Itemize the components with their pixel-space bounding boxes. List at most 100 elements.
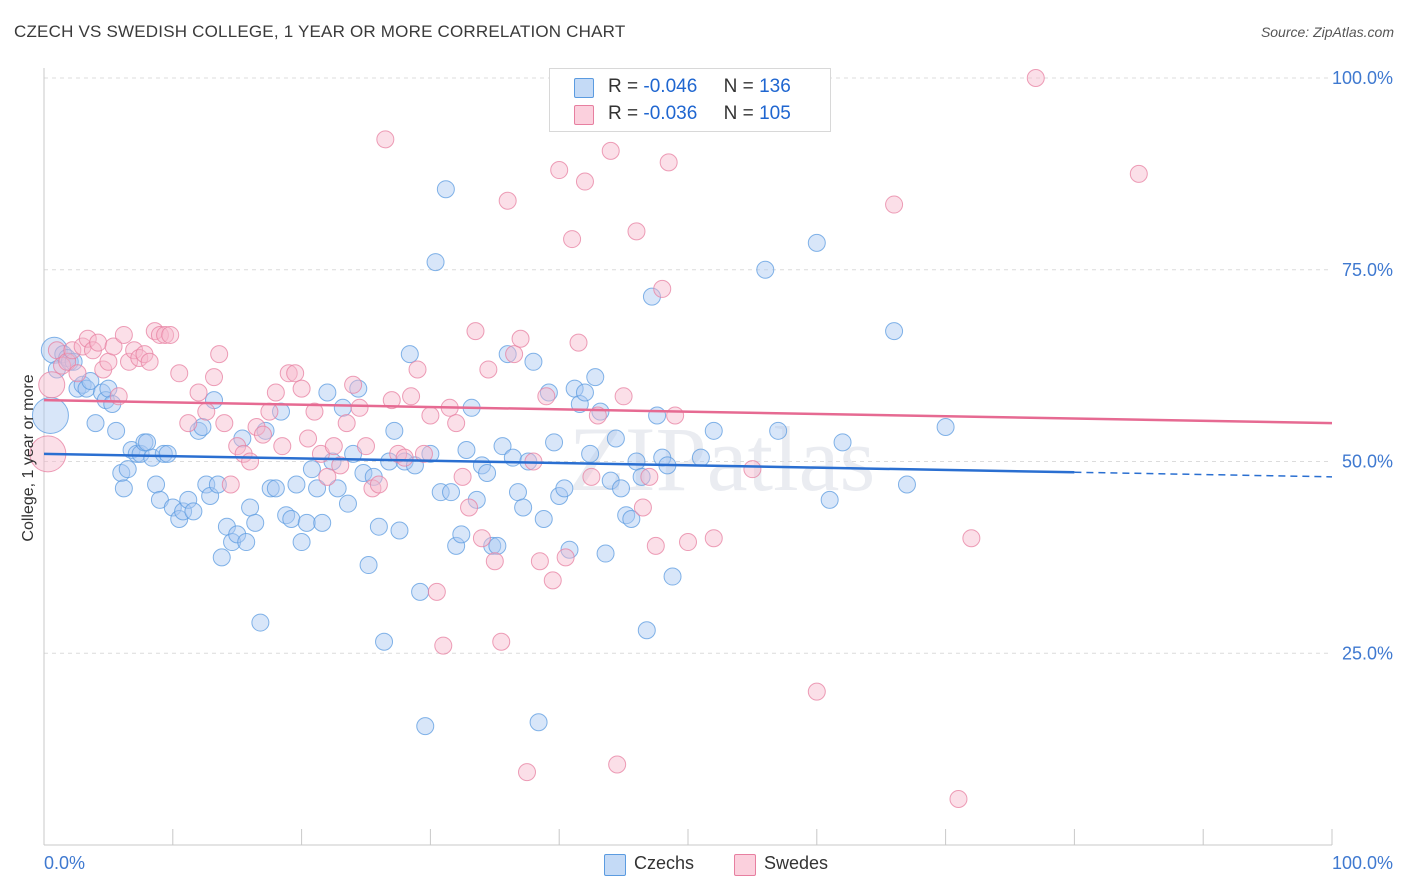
point-czechs [632, 467, 651, 486]
gridlines [44, 77, 1332, 654]
point-swedes [460, 498, 479, 517]
point-czechs [212, 548, 231, 567]
bottom-legend-swatch-swedes [734, 854, 756, 876]
point-swedes [253, 425, 272, 444]
point-swedes [68, 364, 87, 383]
point-swedes [120, 352, 139, 371]
y-tick-label: 50.0% [1342, 452, 1393, 472]
point-czechs [118, 460, 137, 479]
point-swedes [666, 406, 685, 425]
point-czechs [637, 621, 656, 640]
point-czechs [570, 394, 589, 413]
point-swedes [505, 345, 524, 364]
point-swedes [885, 195, 904, 214]
point-swedes [563, 230, 582, 249]
point-swedes [99, 352, 118, 371]
legend-swatch-czechs [574, 78, 594, 98]
point-czechs [642, 287, 661, 306]
point-swedes [273, 437, 292, 456]
point-swedes [369, 475, 388, 494]
point-czechs [555, 479, 574, 498]
point-swedes [511, 329, 530, 348]
point-czechs [452, 525, 471, 544]
point-swedes [337, 414, 356, 433]
chart-title: CZECH VS SWEDISH COLLEGE, 1 YEAR OR MORE… [14, 22, 626, 41]
point-swedes [408, 360, 427, 379]
point-czechs [426, 253, 445, 272]
point-czechs [138, 433, 157, 452]
point-czechs [936, 417, 955, 436]
tick-labels: 25.0% 50.0% 75.0% 100.0% 0.0% 100.0% [44, 68, 1393, 873]
point-czechs [416, 717, 435, 736]
point-czechs [524, 352, 543, 371]
point-swedes [556, 548, 575, 567]
point-czechs [457, 440, 476, 459]
point-czechs [545, 433, 564, 452]
point-czechs [627, 452, 646, 471]
point-swedes [197, 402, 216, 421]
point-swedes [582, 467, 601, 486]
point-czechs [807, 233, 826, 252]
point-swedes [646, 536, 665, 555]
point-czechs [612, 479, 631, 498]
point-swedes [633, 498, 652, 517]
point-czechs [400, 345, 419, 364]
point-swedes [318, 467, 337, 486]
point-swedes [299, 429, 318, 448]
legend-n-label: N = [723, 103, 754, 124]
point-czechs [575, 383, 594, 402]
point-swedes [266, 383, 285, 402]
point-swedes [114, 325, 133, 344]
point-swedes [324, 437, 343, 456]
point-swedes [104, 337, 123, 356]
legend-n-value: 105 [759, 103, 791, 124]
point-swedes [402, 387, 421, 406]
legend-r-value: -0.046 [643, 76, 698, 97]
point-swedes [569, 333, 588, 352]
point-czechs [596, 544, 615, 563]
point-czechs [237, 533, 256, 552]
point-swedes [331, 456, 350, 475]
point-swedes [344, 375, 363, 394]
legend-r-label: R = [608, 76, 639, 97]
point-czechs [663, 567, 682, 586]
point-swedes [395, 448, 414, 467]
legend-r-label: R = [608, 103, 639, 124]
point-swedes [221, 475, 240, 494]
point-swedes [179, 414, 198, 433]
point-czechs [488, 536, 507, 555]
point-swedes [498, 191, 517, 210]
point-swedes [205, 368, 224, 387]
point-czechs [246, 513, 265, 532]
trend-lines [43, 398, 1333, 478]
bottom-legend-label-czechs: Czechs [634, 853, 695, 873]
point-czechs [338, 494, 357, 513]
point-czechs [648, 406, 667, 425]
point-czechs [514, 498, 533, 517]
point-czechs [131, 444, 150, 463]
point-czechs [606, 429, 625, 448]
y-tick-label: 25.0% [1342, 643, 1393, 663]
point-czechs [691, 448, 710, 467]
point-czechs [282, 510, 301, 529]
point-swedes [659, 153, 678, 172]
point-swedes [704, 529, 723, 548]
point-czechs [174, 502, 193, 521]
point-swedes [382, 391, 401, 410]
point-czechs [431, 483, 450, 502]
source-label: Source: ZipAtlas.com [1260, 24, 1394, 40]
point-swedes [434, 636, 453, 655]
point-swedes [640, 467, 659, 486]
point-czechs [601, 471, 620, 490]
point-czechs [467, 490, 486, 509]
point-swedes [414, 444, 433, 463]
point-czechs [885, 322, 904, 341]
point-swedes [807, 682, 826, 701]
x-tick-label: 100.0% [1332, 853, 1393, 873]
point-czechs [147, 475, 166, 494]
point-czechs [308, 479, 327, 498]
point-czechs [493, 437, 512, 456]
point-swedes [550, 161, 569, 180]
point-czechs [385, 421, 404, 440]
